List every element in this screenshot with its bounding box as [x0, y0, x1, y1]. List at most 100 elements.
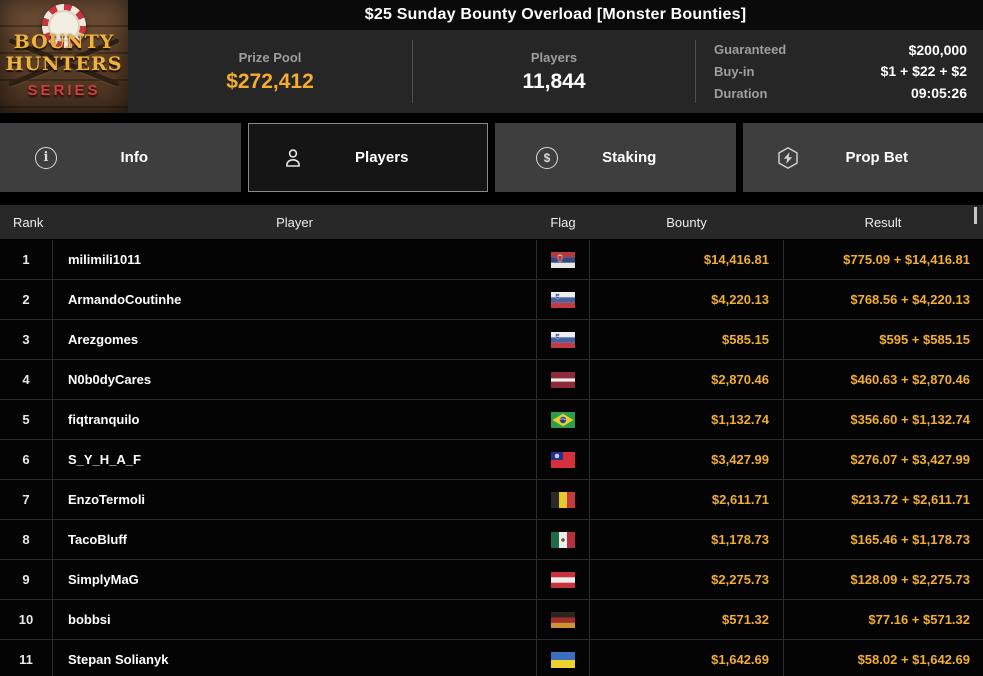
tab-prop-bet-label: Prop Bet	[845, 149, 908, 166]
player-name: N0b0dyCares	[68, 372, 152, 387]
players-stat: Players 11,844	[413, 30, 695, 113]
player-name: Stepan Solianyk	[68, 652, 169, 667]
top-section: $25 Sunday Bounty Overload [Monster Boun…	[0, 0, 983, 113]
slovenia-flag-icon	[536, 320, 590, 359]
slovenia-flag-icon	[536, 280, 590, 319]
result-value: $213.72 + $2,611.71	[783, 480, 983, 519]
serbia-flag-icon	[536, 240, 590, 279]
bounty-value: $14,416.81	[703, 252, 769, 267]
bounty-value: $1,642.69	[711, 652, 769, 667]
table-row[interactable]: 2 ArmandoCoutinhe $4,220.13 $768.56 + $4…	[0, 280, 983, 320]
table-row[interactable]: 7 EnzoTermoli $2,611.71 $213.72 + $2,611…	[0, 480, 983, 520]
guaranteed-row: Guaranteed $200,000	[714, 42, 967, 58]
prize-pool-label: Prize Pool	[238, 49, 302, 65]
scrollbar-thumb[interactable]	[974, 207, 977, 224]
austria-flag-icon	[536, 560, 590, 599]
bounty-value: $2,611.71	[711, 492, 769, 507]
players-label: Players	[530, 49, 578, 65]
player-name: ArmandoCoutinhe	[68, 292, 182, 307]
column-header-result: Result	[864, 214, 902, 230]
result-value: $460.63 + $2,870.46	[783, 360, 983, 399]
buyin-row: Buy-in $1 + $22 + $2	[714, 63, 967, 79]
bounty-hunters-series-logo: BOUNTY HUNTERS SERIES	[0, 0, 128, 113]
prop-bet-icon	[777, 146, 798, 169]
result-value: $775.09 + $14,416.81	[783, 240, 983, 279]
rank-cell: 1	[0, 240, 53, 279]
rank-cell: 5	[0, 400, 53, 439]
table-row[interactable]: 4 N0b0dyCares $2,870.46 $460.63 + $2,870…	[0, 360, 983, 400]
rank-cell: 11	[0, 640, 53, 676]
result-value: $77.16 + $571.32	[783, 600, 983, 639]
poker-chip-icon	[42, 4, 86, 48]
info-icon: i	[35, 146, 57, 169]
result-value: $768.56 + $4,220.13	[783, 280, 983, 319]
result-value: $595 + $585.15	[783, 320, 983, 359]
player-name: S_Y_H_A_F	[68, 452, 141, 467]
result-value: $58.02 + $1,642.69	[783, 640, 983, 676]
table-row[interactable]: 8 TacoBluff $1,178.73 $165.46 + $1,178.7…	[0, 520, 983, 560]
column-header-bounty: Bounty	[666, 214, 707, 230]
tab-players-label: Players	[355, 149, 409, 166]
rank-cell: 2	[0, 280, 53, 319]
logo-text: HUNTERS	[5, 53, 123, 75]
guaranteed-value: $200,000	[908, 41, 967, 58]
title-bar: $25 Sunday Bounty Overload [Monster Boun…	[128, 0, 983, 30]
player-name: EnzoTermoli	[68, 492, 146, 507]
table-row[interactable]: 11 Stepan Solianyk $1,642.69 $58.02 + $1…	[0, 640, 983, 676]
prize-pool-stat: Prize Pool $272,412	[128, 30, 412, 113]
germany-flag-icon	[536, 600, 590, 639]
column-header-flag: Flag	[550, 214, 576, 230]
result-value: $276.07 + $3,427.99	[783, 440, 983, 479]
rank-cell: 10	[0, 600, 53, 639]
bounty-value: $585.15	[722, 332, 769, 347]
table-row[interactable]: 6 S_Y_H_A_F $3,427.99 $276.07 + $3,427.9…	[0, 440, 983, 480]
tournament-title: $25 Sunday Bounty Overload [Monster Boun…	[364, 6, 747, 23]
table-row[interactable]: 3 Arezgomes $585.15 $595 + $585.15	[0, 320, 983, 360]
logo-series-text: SERIES	[27, 82, 101, 99]
tab-prop-bet[interactable]: Prop Bet	[742, 123, 983, 192]
table-row[interactable]: 5 fiqtranquilo $1,132.74 $356.60 + $1,13…	[0, 400, 983, 440]
column-header-player: Player	[276, 214, 313, 230]
tab-staking-label: Staking	[602, 149, 657, 166]
taiwan-flag-icon	[536, 440, 590, 479]
bounty-value: $1,132.74	[711, 412, 769, 427]
brazil-flag-icon	[536, 400, 590, 439]
duration-row: Duration 09:05:26	[714, 85, 967, 101]
bounty-value: $571.32	[722, 612, 769, 627]
rank-cell: 6	[0, 440, 53, 479]
player-name: milimili1011	[68, 252, 141, 267]
column-header-rank: Rank	[13, 214, 44, 230]
tab-info[interactable]: i Info	[0, 123, 241, 192]
table-row[interactable]: 9 SimplyMaG $2,275.73 $128.09 + $2,275.7…	[0, 560, 983, 600]
player-name: TacoBluff	[68, 532, 127, 547]
players-table: Rank Player Flag Bounty Result 1 milimil…	[0, 205, 983, 676]
divider	[695, 40, 696, 103]
stats-bar: Prize Pool $272,412 Players 11,844 Guara…	[128, 30, 983, 113]
rank-cell: 4	[0, 360, 53, 399]
table-header: Rank Player Flag Bounty Result	[0, 205, 983, 239]
belgium-flag-icon	[536, 480, 590, 519]
tab-bar: i Info Players $ Staking Prop Be	[0, 123, 983, 192]
guaranteed-label: Guaranteed	[714, 42, 787, 58]
tab-players[interactable]: Players	[247, 123, 488, 192]
bounty-value: $2,275.73	[711, 572, 769, 587]
table-row[interactable]: 10 bobbsi $571.32 $77.16 + $571.32	[0, 600, 983, 640]
table-body: 1 milimili1011 $14,416.81 $775.09 + $14,…	[0, 240, 983, 676]
duration-value: 09:05:26	[910, 85, 967, 102]
rank-cell: 9	[0, 560, 53, 599]
buyin-value: $1 + $22 + $2	[880, 63, 967, 80]
players-value: 11,844	[522, 69, 586, 93]
rank-cell: 7	[0, 480, 53, 519]
table-row[interactable]: 1 milimili1011 $14,416.81 $775.09 + $14,…	[0, 240, 983, 280]
result-value: $128.09 + $2,275.73	[783, 560, 983, 599]
result-value: $165.46 + $1,178.73	[783, 520, 983, 559]
tab-staking[interactable]: $ Staking	[495, 123, 736, 192]
bounty-value: $2,870.46	[711, 372, 769, 387]
players-icon	[285, 148, 300, 167]
divider	[412, 40, 413, 103]
staking-icon: $	[536, 146, 558, 169]
prize-pool-value: $272,412	[226, 69, 314, 93]
tab-info-label: Info	[120, 149, 149, 166]
player-name: fiqtranquilo	[68, 412, 140, 427]
